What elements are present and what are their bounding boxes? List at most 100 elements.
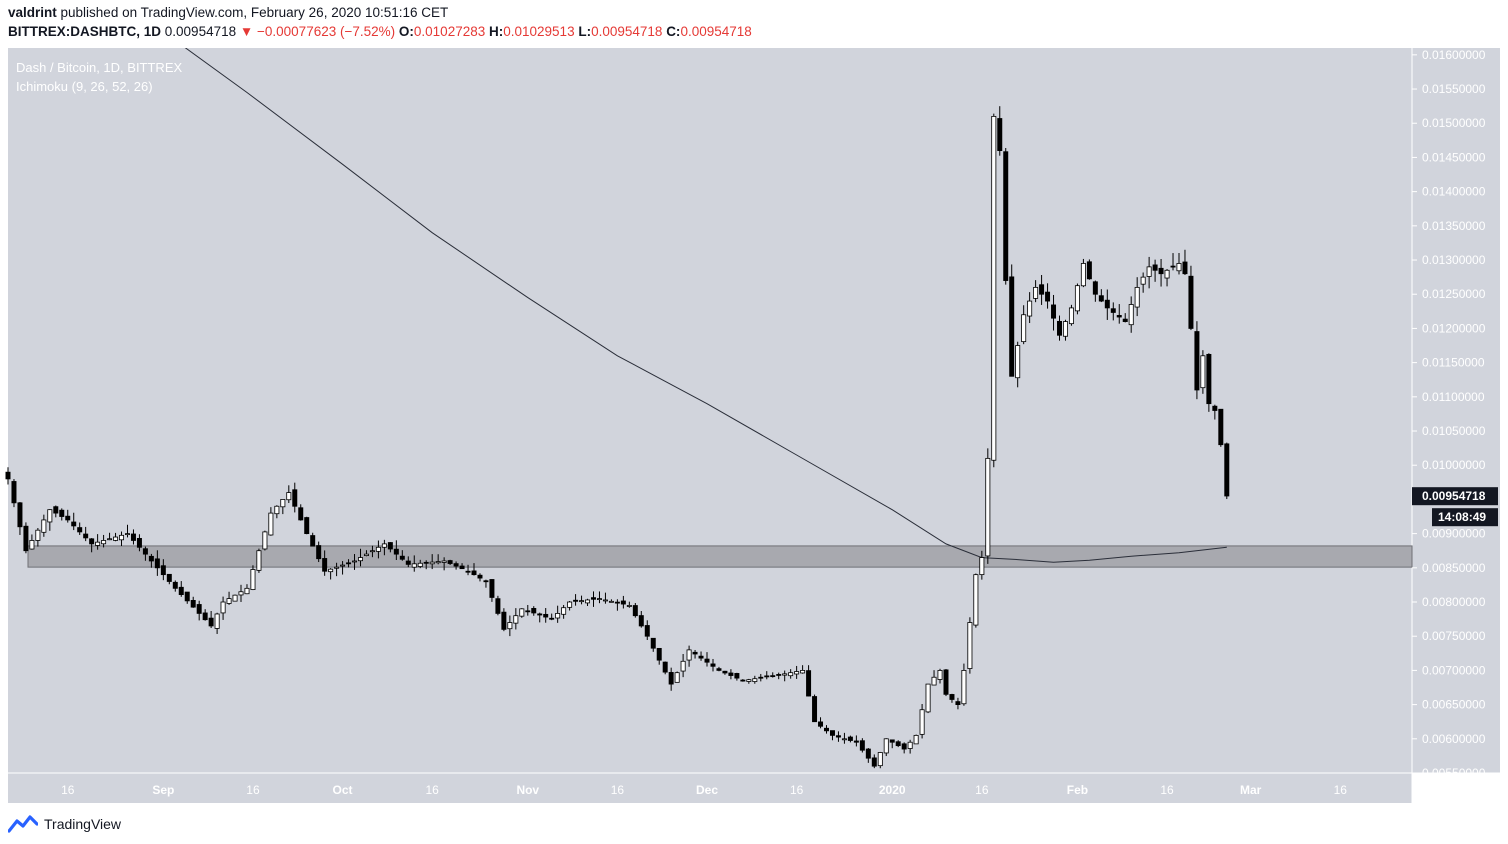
candle[interactable]: [1176, 253, 1182, 275]
candle[interactable]: [626, 601, 632, 608]
candle[interactable]: [346, 559, 352, 568]
candle[interactable]: [358, 548, 363, 567]
candle[interactable]: [178, 581, 184, 597]
candle[interactable]: [393, 540, 399, 561]
candle[interactable]: [632, 603, 638, 618]
candle[interactable]: [1003, 147, 1009, 285]
candle[interactable]: [1212, 404, 1218, 420]
candle[interactable]: [154, 550, 160, 576]
candle[interactable]: [41, 514, 47, 537]
candle[interactable]: [250, 565, 256, 591]
candle[interactable]: [256, 548, 262, 573]
candle[interactable]: [95, 534, 101, 550]
candle[interactable]: [841, 732, 847, 744]
candle[interactable]: [692, 649, 698, 659]
candle[interactable]: [381, 539, 387, 556]
candle[interactable]: [459, 563, 465, 570]
candle[interactable]: [847, 735, 853, 743]
candle[interactable]: [925, 683, 931, 714]
candle[interactable]: [11, 479, 17, 508]
candle[interactable]: [35, 528, 41, 547]
candle[interactable]: [1158, 258, 1164, 287]
candle[interactable]: [142, 546, 148, 561]
candle[interactable]: [184, 591, 190, 604]
candle[interactable]: [883, 738, 889, 757]
candle[interactable]: [352, 554, 358, 570]
candle[interactable]: [417, 559, 423, 569]
candle[interactable]: [585, 598, 591, 607]
candle[interactable]: [244, 584, 250, 595]
candle[interactable]: [650, 637, 656, 652]
candle[interactable]: [991, 113, 997, 468]
candle[interactable]: [907, 739, 913, 754]
candle[interactable]: [895, 740, 901, 748]
candle[interactable]: [519, 608, 525, 618]
candle[interactable]: [1170, 253, 1176, 271]
candle[interactable]: [943, 669, 949, 697]
candle[interactable]: [579, 595, 585, 605]
candle[interactable]: [238, 584, 244, 602]
candle[interactable]: [985, 448, 991, 564]
candle[interactable]: [166, 573, 172, 585]
candle[interactable]: [501, 608, 507, 632]
candle[interactable]: [889, 739, 895, 749]
candle[interactable]: [77, 522, 83, 535]
candle[interactable]: [298, 504, 304, 521]
candle[interactable]: [561, 604, 567, 619]
candle[interactable]: [543, 608, 549, 623]
candle[interactable]: [160, 559, 166, 581]
candle[interactable]: [292, 482, 298, 513]
candle[interactable]: [136, 534, 142, 552]
candle[interactable]: [716, 666, 722, 672]
candle[interactable]: [1122, 313, 1128, 323]
candle[interactable]: [119, 531, 125, 547]
candle[interactable]: [1104, 289, 1110, 320]
candle[interactable]: [1051, 294, 1057, 331]
candle[interactable]: [5, 467, 11, 485]
candle[interactable]: [644, 620, 650, 640]
candle[interactable]: [83, 526, 89, 542]
candle[interactable]: [704, 652, 710, 667]
candle[interactable]: [124, 524, 130, 538]
candle[interactable]: [913, 734, 919, 745]
candle[interactable]: [1152, 259, 1158, 282]
candle[interactable]: [1182, 249, 1188, 275]
candle[interactable]: [949, 693, 955, 703]
candle[interactable]: [1039, 274, 1045, 305]
candle[interactable]: [829, 730, 835, 741]
candle[interactable]: [113, 532, 119, 542]
candle[interactable]: [1057, 315, 1062, 341]
candle[interactable]: [17, 502, 23, 535]
support-zone[interactable]: [27, 545, 1413, 568]
candle[interactable]: [824, 725, 829, 734]
candle[interactable]: [1194, 321, 1200, 400]
candle[interactable]: [214, 612, 220, 634]
candle[interactable]: [89, 538, 95, 553]
candle[interactable]: [1015, 341, 1021, 388]
candle[interactable]: [1009, 264, 1015, 377]
candle[interactable]: [429, 554, 435, 570]
candle[interactable]: [794, 665, 800, 679]
candle[interactable]: [591, 591, 596, 607]
candle[interactable]: [758, 673, 764, 682]
candle[interactable]: [29, 534, 35, 550]
candle[interactable]: [375, 540, 381, 559]
candle[interactable]: [107, 532, 113, 541]
candle[interactable]: [148, 553, 154, 568]
candle[interactable]: [997, 106, 1003, 156]
candle[interactable]: [859, 738, 865, 753]
candle[interactable]: [387, 542, 393, 553]
candle[interactable]: [196, 600, 202, 621]
candle[interactable]: [286, 485, 292, 504]
candle[interactable]: [800, 665, 806, 674]
candle[interactable]: [782, 670, 788, 682]
candle[interactable]: [101, 534, 107, 548]
candle[interactable]: [304, 516, 310, 535]
candle[interactable]: [674, 671, 680, 683]
candle[interactable]: [901, 742, 907, 754]
candle[interactable]: [1116, 304, 1122, 324]
candle[interactable]: [322, 550, 328, 576]
candle[interactable]: [334, 562, 340, 577]
candle[interactable]: [1128, 296, 1134, 333]
candle[interactable]: [1080, 258, 1086, 288]
